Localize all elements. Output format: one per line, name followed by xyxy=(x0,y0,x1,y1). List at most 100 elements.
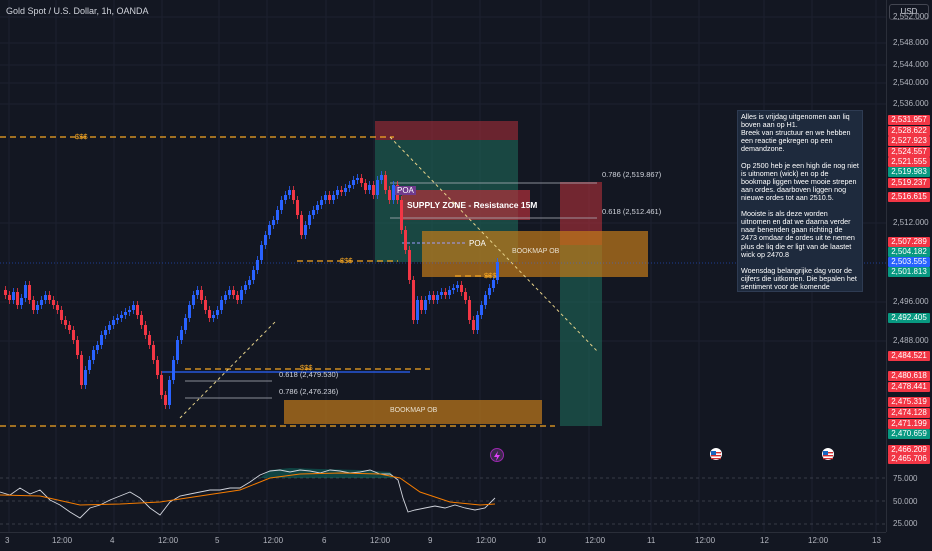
price-tag: 2,507.289 xyxy=(888,237,930,247)
candle-body xyxy=(184,318,187,330)
candle-body xyxy=(248,280,251,285)
candle-body xyxy=(400,200,403,230)
candle-body xyxy=(72,330,75,340)
candle-body xyxy=(360,178,363,183)
candle-body xyxy=(300,215,303,235)
poa-label-2: POA xyxy=(469,239,486,248)
candle-body xyxy=(60,310,63,320)
candle-body xyxy=(148,335,151,345)
price-tag: 2,528.622 xyxy=(888,126,930,136)
candle-body xyxy=(312,210,315,215)
candle-body xyxy=(480,305,483,315)
candle-body xyxy=(472,320,475,330)
time-tick-label: 12:00 xyxy=(263,536,284,545)
time-tick-label: 13 xyxy=(872,536,881,545)
candle-body xyxy=(48,295,51,300)
bookmap-ob-bottom-box[interactable] xyxy=(284,400,542,424)
trendline-down[interactable] xyxy=(389,136,599,353)
candle-body xyxy=(180,330,183,340)
price-tag: 2,519.983 xyxy=(888,167,930,177)
candle-body xyxy=(496,262,499,280)
candle-body xyxy=(188,305,191,318)
candle-body xyxy=(160,375,163,395)
candle-body xyxy=(224,295,227,300)
candle-body xyxy=(408,250,411,280)
candle-body xyxy=(156,360,159,375)
candle-body xyxy=(456,285,459,288)
candle-body xyxy=(292,190,295,200)
us-flag-event-icon-2[interactable] xyxy=(822,448,834,460)
candle-body xyxy=(176,340,179,360)
candle-body xyxy=(484,295,487,305)
analysis-note[interactable]: Alles is vrijdag uitgenomen aan liq bove… xyxy=(737,110,863,292)
time-tick-label: 9 xyxy=(428,536,433,545)
candle-body xyxy=(304,225,307,235)
candle-body xyxy=(104,330,107,335)
price-tag: 2,516.615 xyxy=(888,192,930,202)
candle-body xyxy=(268,225,271,235)
us-flag-event-icon[interactable] xyxy=(710,448,722,460)
candle-body xyxy=(140,315,143,325)
candle-body xyxy=(324,195,327,200)
candle-body xyxy=(492,280,495,288)
candle-body xyxy=(412,280,415,320)
price-tag: 2,484.521 xyxy=(888,351,930,361)
fib-618-top-label: 0.618 (2,512.461) xyxy=(602,207,662,216)
candle-body xyxy=(420,300,423,310)
candle-body xyxy=(336,190,339,195)
candle-body xyxy=(424,300,427,310)
candle-body xyxy=(192,295,195,305)
candle-body xyxy=(12,292,15,300)
price-tag: 2,471.199 xyxy=(888,419,930,429)
candle-body xyxy=(228,290,231,295)
candle-body xyxy=(380,175,383,180)
candle-body xyxy=(44,295,47,300)
candle-body xyxy=(108,325,111,330)
price-tag: 2,470.659 xyxy=(888,429,930,439)
candle-body xyxy=(152,345,155,360)
fib-786-bottom-label: 0.786 (2,476.236) xyxy=(279,387,339,396)
price-tick-label: 2,548.000 xyxy=(893,38,929,47)
candle-body xyxy=(440,292,443,295)
time-tick-label: 6 xyxy=(322,536,327,545)
candle-body xyxy=(216,310,219,315)
supply-zone-label: SUPPLY ZONE - Resistance 15M xyxy=(407,200,538,210)
bookmap-ob-top-box[interactable] xyxy=(422,231,648,277)
candle-body xyxy=(452,288,455,290)
candle-body xyxy=(164,395,167,405)
candle-body xyxy=(488,288,491,295)
candle-body xyxy=(168,380,171,405)
candle-body xyxy=(272,220,275,225)
price-tag: 2,524.557 xyxy=(888,147,930,157)
candle-body xyxy=(16,292,19,305)
candle-body xyxy=(344,188,347,192)
candle-body xyxy=(240,290,243,300)
osc-level-label-75: 75.000 xyxy=(893,474,918,483)
candle-body xyxy=(448,290,451,295)
candle-body xyxy=(436,295,439,300)
fib-618-bottom-label: 0.618 (2,479.530) xyxy=(279,370,339,379)
candlestick-series xyxy=(4,171,499,409)
stop-zone-box[interactable] xyxy=(375,121,518,140)
liq-top-label: $$$ xyxy=(75,132,88,141)
price-tag: 2,475.319 xyxy=(888,397,930,407)
poa-label-1: POA xyxy=(395,186,416,195)
price-tick-label: 2,536.000 xyxy=(893,99,929,108)
price-tag: 2,527.923 xyxy=(888,136,930,146)
price-tag: 2,531.957 xyxy=(888,115,930,125)
candle-body xyxy=(332,195,335,200)
trendline-up[interactable] xyxy=(179,321,276,419)
candle-body xyxy=(328,195,331,200)
currency-button[interactable]: USD xyxy=(889,4,929,20)
time-axis[interactable] xyxy=(0,532,886,551)
lightning-event-icon[interactable] xyxy=(490,448,504,462)
candle-body xyxy=(252,270,255,280)
price-tag: 2,501.813 xyxy=(888,267,930,277)
candle-body xyxy=(36,305,39,310)
candle-body xyxy=(368,185,371,190)
candle-body xyxy=(348,185,351,188)
candle-body xyxy=(244,285,247,290)
time-tick-label: 10 xyxy=(537,536,546,545)
candle-body xyxy=(392,185,395,200)
